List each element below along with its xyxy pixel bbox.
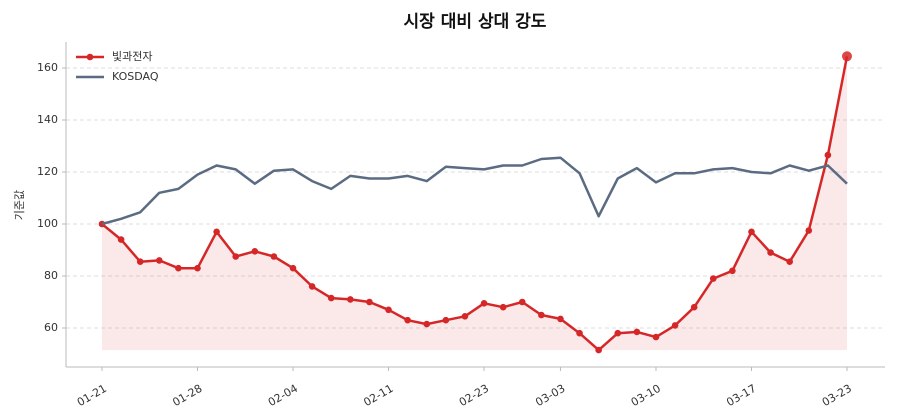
marker bbox=[308, 283, 316, 290]
x-tick-label: 03-10 bbox=[629, 382, 663, 409]
x-tick-label: 03-17 bbox=[724, 382, 758, 409]
marker bbox=[175, 264, 182, 272]
marker bbox=[690, 303, 698, 311]
marker bbox=[385, 306, 392, 314]
legend-marker bbox=[86, 53, 94, 61]
y-tick-label: 100 bbox=[37, 217, 58, 230]
marker bbox=[557, 315, 564, 323]
marker bbox=[709, 275, 717, 282]
x-tick-label: 03-03 bbox=[533, 382, 567, 409]
y-tick-label: 140 bbox=[37, 113, 58, 126]
marker bbox=[251, 248, 259, 255]
marker bbox=[595, 346, 602, 354]
marker bbox=[289, 264, 297, 272]
y-tick-label: 160 bbox=[37, 61, 58, 74]
marker bbox=[480, 300, 488, 307]
marker bbox=[614, 329, 622, 337]
marker bbox=[671, 322, 679, 329]
marker bbox=[442, 316, 450, 324]
marker bbox=[633, 328, 641, 336]
x-tick-label: 01-21 bbox=[75, 382, 109, 409]
marker bbox=[270, 253, 278, 260]
area bbox=[102, 56, 847, 351]
marker bbox=[842, 51, 852, 62]
x-tick-label: 02-23 bbox=[457, 382, 491, 409]
chart-title: 시장 대비 상대 강도 bbox=[404, 12, 547, 32]
marker bbox=[824, 151, 832, 159]
y-tick-label: 120 bbox=[37, 165, 58, 178]
marker bbox=[423, 320, 431, 328]
marker bbox=[538, 311, 545, 319]
y-tick-label: 60 bbox=[44, 321, 58, 334]
marker bbox=[576, 329, 583, 337]
marker bbox=[499, 303, 507, 311]
marker bbox=[366, 298, 373, 306]
line bbox=[101, 56, 849, 352]
line bbox=[101, 156, 848, 226]
x-tick-label: 03-23 bbox=[820, 382, 854, 409]
marker bbox=[461, 313, 469, 320]
x-tick-label: 02-11 bbox=[361, 382, 395, 409]
marker bbox=[136, 258, 144, 266]
x-tick-label: 02-04 bbox=[266, 382, 300, 409]
marker bbox=[805, 227, 813, 234]
marker bbox=[156, 257, 163, 264]
y-tick-label: 80 bbox=[44, 269, 58, 282]
legend-label: KOSDAQ bbox=[112, 70, 159, 83]
marker bbox=[518, 298, 526, 306]
marker bbox=[117, 236, 125, 243]
x-tick-label: 01-28 bbox=[170, 382, 204, 409]
marker bbox=[767, 249, 774, 256]
marker bbox=[327, 294, 335, 302]
marker bbox=[786, 258, 793, 266]
y-axis-label: 기준값 bbox=[13, 190, 26, 220]
marker bbox=[194, 264, 201, 272]
marker bbox=[404, 316, 411, 324]
marker bbox=[729, 267, 736, 275]
marker bbox=[347, 296, 354, 303]
legend-label: 빛과전자 bbox=[112, 50, 152, 63]
marker bbox=[213, 228, 220, 236]
marker bbox=[652, 333, 660, 341]
marker bbox=[748, 228, 755, 236]
marker bbox=[232, 253, 240, 260]
